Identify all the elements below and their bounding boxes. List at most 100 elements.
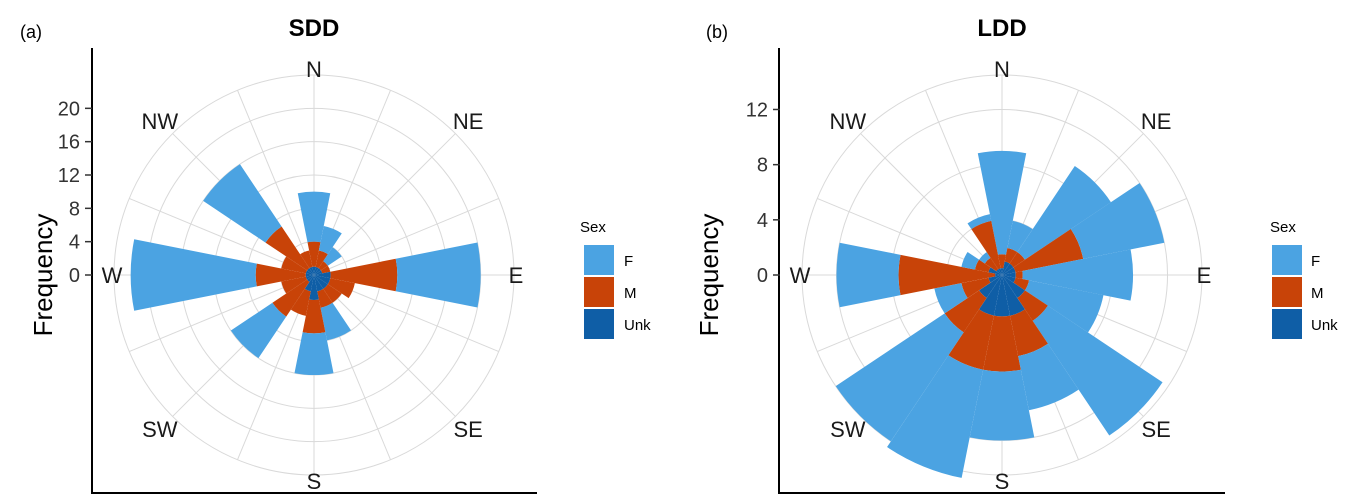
bar-m-6 (323, 284, 342, 303)
bar-f-5 (1024, 280, 1104, 333)
bars (130, 164, 481, 375)
panel-ldd: (b) LDD Frequency 0 4 8 12 N NE E SE S SW W NW Sex… (694, 15, 1338, 494)
bar-m-5 (1013, 277, 1030, 291)
legend-label-m: M (1311, 285, 1324, 302)
bar-m-2 (1009, 252, 1025, 268)
bar-unk-2 (314, 268, 321, 275)
direction-label-ne: NE (453, 109, 484, 134)
y-tick-label: 12 (746, 99, 768, 121)
bar-unk-5 (314, 275, 331, 285)
bar-f-13 (961, 252, 980, 270)
bar-f-11 (934, 283, 968, 314)
bar-m-15 (300, 250, 313, 269)
bar-unk-1 (1002, 261, 1010, 275)
legend-label-m: M (624, 285, 637, 302)
legend-label-f: F (1311, 253, 1320, 270)
bar-m-8 (302, 299, 326, 334)
bar-unk-5 (1002, 275, 1016, 283)
legend-label-unk: Unk (1311, 317, 1338, 334)
bar-unk-3 (314, 270, 323, 275)
legend-label-unk: Unk (624, 317, 651, 334)
bar-m-11 (281, 276, 308, 294)
y-tick-label: 4 (757, 210, 768, 232)
y-axis-label: Frequency (694, 214, 724, 337)
bar-f-8 (969, 369, 1035, 441)
legend-swatch-m (584, 277, 614, 307)
bar-unk-13 (305, 270, 314, 275)
bar-unk-15 (998, 268, 1002, 275)
direction-label-nw: NW (830, 109, 867, 134)
bar-unk-8 (993, 275, 1011, 317)
bar-f-12 (130, 239, 257, 311)
bar-f-15 (967, 214, 992, 230)
bar-m-15 (971, 220, 1001, 270)
grid-spoke (860, 133, 1003, 276)
direction-label-w: W (790, 263, 811, 288)
bar-unk-6 (1002, 275, 1025, 298)
direction-label-ne: NE (1141, 109, 1172, 134)
y-tick-label: 12 (58, 165, 80, 187)
bar-f-14 (979, 252, 991, 264)
legend-label-f: F (624, 253, 633, 270)
bar-unk-14 (996, 269, 1002, 275)
y-tick-label: 0 (757, 265, 768, 287)
bar-m-14 (265, 226, 310, 271)
direction-label-s: S (307, 469, 322, 494)
bar-f-7 (1018, 343, 1079, 411)
bar-m-1 (1004, 247, 1018, 264)
bar-unk-1 (314, 266, 319, 275)
legend: Sex F M Unk (1270, 219, 1338, 339)
y-tick-label: 4 (69, 232, 80, 254)
y-ticks: 0 4 8 12 16 20 (58, 98, 92, 287)
panel-label: (a) (20, 22, 42, 42)
bar-f-3 (1070, 183, 1165, 259)
bar-m-9 (290, 288, 311, 316)
bar-f-14 (203, 164, 282, 243)
y-tick-label: 0 (69, 265, 80, 287)
y-axis-label: Frequency (28, 214, 58, 337)
bar-f-2 (323, 247, 342, 266)
bar-unk-11 (988, 275, 1002, 283)
bar-unk-3 (1002, 267, 1016, 275)
direction-labels: N NE E SE S SW W NW (102, 57, 524, 494)
direction-label-sw: SW (142, 417, 178, 442)
bar-f-0 (977, 150, 1027, 255)
bar-unk-7 (1002, 275, 1025, 316)
bar-m-4 (1015, 270, 1023, 280)
bar-m-8 (983, 315, 1021, 372)
bar-m-3 (320, 265, 331, 274)
bar-m-11 (961, 277, 991, 298)
bar-m-14 (984, 257, 999, 272)
legend-swatch-f (1272, 245, 1302, 275)
direction-label-se: SE (1141, 417, 1170, 442)
bar-unk-6 (314, 275, 328, 289)
bar-m-1 (315, 250, 328, 269)
bar-f-2 (1017, 166, 1111, 260)
bar-unk-11 (305, 275, 314, 280)
legend-title: Sex (1270, 219, 1296, 236)
bar-f-12 (836, 242, 901, 308)
bar-unk-4 (314, 271, 331, 279)
bar-f-7 (320, 302, 352, 341)
bar-m-12 (255, 263, 306, 287)
direction-label-e: E (509, 263, 524, 288)
bar-unk-12 (305, 273, 314, 277)
bar-unk-7 (314, 275, 324, 292)
direction-label-sw: SW (830, 417, 866, 442)
bar-m-7 (1010, 309, 1048, 357)
bar-f-8 (294, 332, 334, 375)
bar-m-3 (1013, 229, 1084, 273)
bar-m-5 (327, 278, 355, 299)
y-tick-label: 16 (58, 132, 80, 154)
direction-label-e: E (1197, 263, 1212, 288)
legend-swatch-unk (584, 309, 614, 339)
direction-label-n: N (994, 57, 1010, 82)
bar-m-10 (944, 290, 987, 333)
bar-f-10 (835, 313, 964, 442)
y-tick-label: 8 (757, 155, 768, 177)
y-tick-label: 20 (58, 98, 80, 120)
bar-m-2 (318, 261, 328, 271)
bar-m-4 (330, 258, 398, 292)
bar-f-9 (887, 355, 984, 478)
